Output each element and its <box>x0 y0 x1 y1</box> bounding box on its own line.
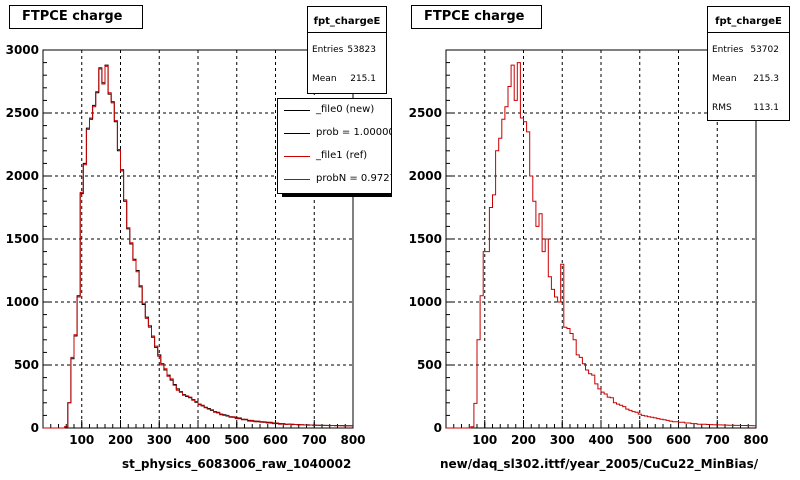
histogram-series-0 <box>446 62 756 429</box>
x-tick-label: 400 <box>588 433 613 447</box>
stats-value: 53702 <box>750 45 779 55</box>
stats-key: RMS <box>712 103 732 113</box>
y-tick-label: 1500 <box>409 232 442 246</box>
y-tick-label: 2000 <box>6 169 39 183</box>
legend-line-red <box>284 179 310 180</box>
y-tick-label: 1000 <box>409 295 442 309</box>
panel2-x-title: new/daq_sl302.ittf/year_2005/CuCu22_MinB… <box>440 457 759 471</box>
x-tick-label: 600 <box>666 433 691 447</box>
x-tick-label: 800 <box>340 433 365 447</box>
panel1-stats-row-mean: Mean 215.1 <box>308 62 386 91</box>
legend-line-black <box>284 110 310 111</box>
x-tick-label: 500 <box>224 433 249 447</box>
x-tick-label: 700 <box>705 433 730 447</box>
legend-label: _file0 (new) <box>316 104 375 115</box>
stats-key: Entries <box>712 45 744 55</box>
x-tick-label: 600 <box>263 433 288 447</box>
x-tick-label: 500 <box>627 433 652 447</box>
panel2-stats-row-mean: Mean 215.3 <box>708 62 789 91</box>
panel1-x-title: st_physics_6083006_raw_1040002 <box>122 457 352 471</box>
x-tick-label: 300 <box>147 433 172 447</box>
panel2-stats-row-entries: Entries 53702 <box>708 33 789 62</box>
legend-item-probn: probN = 0.972791 <box>278 168 391 191</box>
x-tick-label: 100 <box>472 433 497 447</box>
y-tick-label: 2500 <box>409 106 442 120</box>
y-tick-label: 500 <box>14 358 39 372</box>
stats-key: Entries <box>312 45 344 55</box>
stats-value: 53823 <box>347 45 376 55</box>
legend-label: _file1 (ref) <box>316 150 368 161</box>
panel1-legend: _file0 (new) prob = 1.000000 _file1 (ref… <box>277 98 392 194</box>
histogram-series-1 <box>43 65 353 429</box>
legend-label: prob = 1.000000 <box>316 127 391 138</box>
legend-item-prob: prob = 1.000000 <box>278 122 391 145</box>
y-tick-label: 3000 <box>6 43 39 57</box>
panel1-stats-name: fpt_chargeE <box>308 7 386 33</box>
x-tick-label: 300 <box>550 433 575 447</box>
stats-value: 215.3 <box>753 74 779 84</box>
panel2-stats-name: fpt_chargeE <box>708 7 789 33</box>
panel2-title: FTPCE charge <box>411 5 542 29</box>
y-tick-label: 1500 <box>6 232 39 246</box>
x-tick-label: 800 <box>743 433 768 447</box>
stats-key: Mean <box>712 74 737 84</box>
y-tick-label: 0 <box>31 421 39 435</box>
legend-item-file1: _file1 (ref) <box>278 145 391 168</box>
panel1-title: FTPCE charge <box>9 5 143 29</box>
x-tick-label: 200 <box>108 433 133 447</box>
panel1-stats-box: fpt_chargeE Entries 53823 Mean 215.1 <box>307 6 387 94</box>
y-tick-label: 2000 <box>409 169 442 183</box>
x-tick-label: 100 <box>69 433 94 447</box>
legend-shadow <box>282 193 392 197</box>
panel2-stats-box: fpt_chargeE Entries 53702 Mean 215.3 RMS… <box>707 6 790 121</box>
x-tick-label: 700 <box>302 433 327 447</box>
x-tick-label: 200 <box>511 433 536 447</box>
legend-label: probN = 0.972791 <box>316 173 391 184</box>
y-tick-label: 500 <box>417 358 442 372</box>
panel2-stats-row-rms: RMS 113.1 <box>708 91 789 120</box>
legend-line-red <box>284 156 310 157</box>
x-tick-label: 400 <box>185 433 210 447</box>
stats-value: 113.1 <box>753 103 779 113</box>
stats-value: 215.1 <box>350 74 376 84</box>
y-tick-label: 2500 <box>6 106 39 120</box>
panel1-stats-row-entries: Entries 53823 <box>308 33 386 62</box>
legend-line-black <box>284 133 310 134</box>
y-tick-label: 1000 <box>6 295 39 309</box>
legend-item-file0: _file0 (new) <box>278 99 391 122</box>
y-tick-label: 0 <box>434 421 442 435</box>
stats-key: Mean <box>312 74 337 84</box>
